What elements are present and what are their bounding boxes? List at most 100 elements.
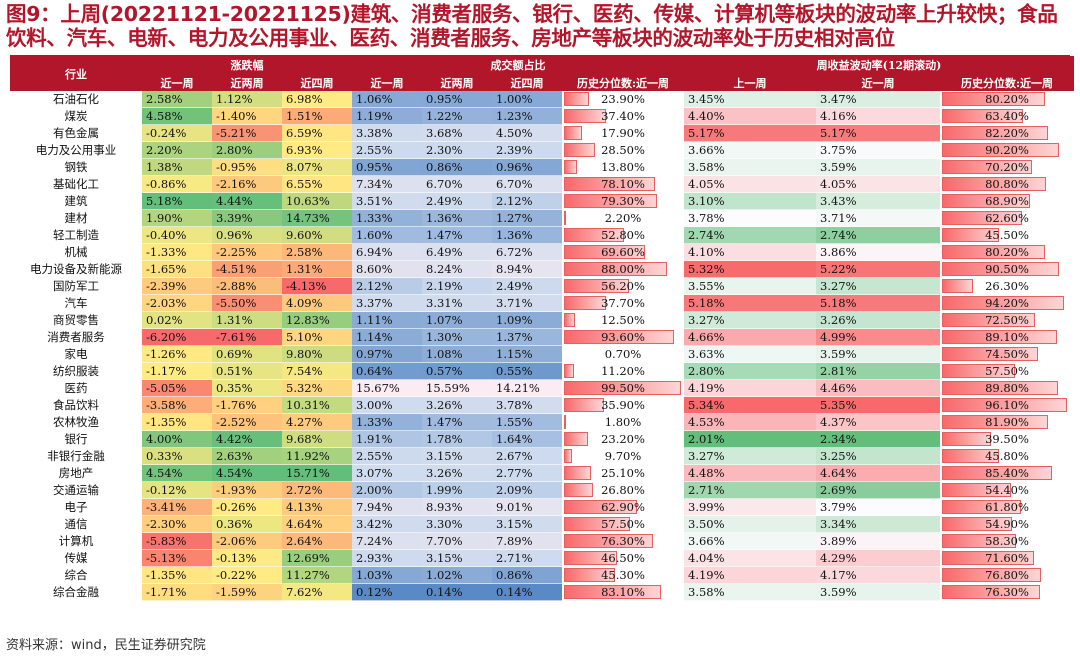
- cell-r4: 12.69%: [282, 549, 352, 568]
- percentile-value: 90.50%: [985, 262, 1029, 277]
- cell-t2: 2.49%: [422, 192, 492, 211]
- percentile-bar: [942, 398, 1067, 413]
- cell-t4: 2.39%: [492, 141, 562, 160]
- cell-t2: 3.15%: [422, 549, 492, 568]
- percentile-value: 17.90%: [601, 126, 645, 141]
- cell-v1: 4.37%: [816, 413, 940, 432]
- cell-t4: 1.36%: [492, 226, 562, 245]
- percentile-bar-cell: 83.10%: [562, 583, 684, 602]
- table-row: 传媒 -5.13% -0.13% 12.69% 2.93% 3.15% 2.71% 46.50…: [10, 549, 1075, 568]
- percentile-bar: [564, 126, 582, 141]
- cell-r4: 8.07%: [282, 158, 352, 177]
- table-row: 有色金属 -0.24% -5.21% 6.59% 3.38% 3.68% 4.50% 17.9…: [10, 124, 1075, 143]
- cell-r2: 1.12%: [212, 91, 282, 109]
- percentile-bar: [564, 279, 629, 294]
- percentile-value: 23.90%: [601, 92, 645, 106]
- cell-t4: 1.00%: [492, 91, 562, 109]
- cell-r4: 6.98%: [282, 91, 352, 109]
- percentile-bar-cell: 57.50%: [940, 362, 1075, 381]
- percentile-value: 26.30%: [985, 279, 1029, 294]
- industry-name: 计算机: [10, 532, 142, 551]
- cell-t2: 1.99%: [422, 481, 492, 500]
- percentile-bar: [942, 109, 1023, 124]
- cell-vp: 3.63%: [684, 345, 816, 364]
- cell-t4: 2.77%: [492, 464, 562, 483]
- cell-v1: 5.18%: [816, 294, 940, 313]
- cell-t4: 1.09%: [492, 311, 562, 330]
- percentile-bar: [564, 568, 616, 583]
- cell-t2: 0.57%: [422, 362, 492, 381]
- table-row: 医药 -5.05% 0.35% 5.32% 15.67% 15.59% 14.21% 99.5…: [10, 379, 1075, 398]
- cell-v1: 3.59%: [816, 158, 940, 177]
- cell-t2: 0.95%: [422, 91, 492, 109]
- percentile-bar-cell: 80.20%: [940, 91, 1075, 109]
- percentile-value: 25.10%: [601, 466, 645, 481]
- industry-name: 石油石化: [10, 91, 142, 109]
- cell-r1: -1.35%: [142, 566, 212, 585]
- cell-t4: 7.89%: [492, 532, 562, 551]
- cell-vp: 5.32%: [684, 260, 816, 279]
- cell-v1: 3.26%: [816, 311, 940, 330]
- percentile-value: 71.60%: [985, 551, 1029, 566]
- header-rule: [10, 55, 1070, 56]
- percentile-value: 62.90%: [601, 500, 645, 515]
- cell-t4: 2.09%: [492, 481, 562, 500]
- percentile-bar-cell: 74.50%: [940, 345, 1075, 364]
- cell-r1: -1.17%: [142, 362, 212, 381]
- cell-v1: 3.59%: [816, 345, 940, 364]
- percentile-bar: [942, 177, 1047, 192]
- cell-r4: 6.59%: [282, 124, 352, 143]
- percentile-bar-cell: 45.30%: [562, 566, 684, 585]
- cell-v1: 2.74%: [816, 226, 940, 245]
- percentile-value: 56.20%: [601, 279, 645, 294]
- percentile-bar-cell: 26.30%: [940, 277, 1075, 296]
- cell-v1: 3.79%: [816, 498, 940, 517]
- table-row: 煤炭 4.58% -1.40% 1.51% 1.19% 1.22% 1.23% 37.40% 4…: [10, 107, 1075, 126]
- percentile-value: 76.80%: [985, 568, 1029, 583]
- percentile-bar: [564, 109, 606, 124]
- cell-t2: 2.19%: [422, 277, 492, 296]
- cell-r1: 0.33%: [142, 447, 212, 466]
- cell-t1: 6.94%: [352, 243, 422, 262]
- table-row: 机械 -1.33% -2.25% 2.58% 6.94% 6.49% 6.72% 69.60%…: [10, 243, 1075, 262]
- cell-r4: 6.55%: [282, 175, 352, 194]
- percentile-value: 76.30%: [601, 534, 645, 549]
- cell-r1: -1.35%: [142, 413, 212, 432]
- cell-r4: 4.09%: [282, 294, 352, 313]
- cell-v1: 3.75%: [816, 141, 940, 160]
- cell-r1: -2.03%: [142, 294, 212, 313]
- cell-r2: 3.39%: [212, 209, 282, 228]
- cell-t1: 1.33%: [352, 209, 422, 228]
- percentile-value: 78.10%: [601, 177, 645, 192]
- cell-t4: 9.01%: [492, 498, 562, 517]
- cell-v1: 4.64%: [816, 464, 940, 483]
- table-row: 房地产 4.54% 4.54% 15.71% 3.07% 3.26% 2.77% 25.10%…: [10, 464, 1075, 483]
- industry-name: 交通运输: [10, 481, 142, 500]
- cell-r1: 4.58%: [142, 107, 212, 126]
- percentile-bar-cell: 17.90%: [562, 124, 684, 143]
- cell-t1: 1.14%: [352, 328, 422, 347]
- percentile-bar: [564, 551, 617, 566]
- cell-r4: 2.58%: [282, 243, 352, 262]
- cell-vp: 5.18%: [684, 294, 816, 313]
- industry-name: 非银行金融: [10, 447, 142, 466]
- industry-name: 通信: [10, 515, 142, 534]
- industry-name: 银行: [10, 430, 142, 449]
- cell-t2: 3.26%: [422, 464, 492, 483]
- cell-r2: -0.95%: [212, 158, 282, 177]
- cell-r4: 6.93%: [282, 141, 352, 160]
- table-row: 建筑 5.18% 4.44% 10.63% 3.51% 2.49% 2.12% 79.30% 3…: [10, 192, 1075, 211]
- percentile-bar: [564, 143, 595, 158]
- percentile-bar-cell: 89.80%: [940, 379, 1075, 398]
- percentile-bar: [564, 211, 566, 226]
- return-group-header: 涨跌幅: [142, 56, 352, 74]
- cell-t4: 2.67%: [492, 447, 562, 466]
- percentile-value: 83.10%: [601, 585, 645, 600]
- cell-r1: -2.39%: [142, 277, 212, 296]
- cell-v1: 4.16%: [816, 107, 940, 126]
- subheader: 历史分位数:近一周: [940, 74, 1075, 91]
- industry-name: 食品饮料: [10, 396, 142, 415]
- percentile-value: 2.20%: [604, 211, 642, 226]
- percentile-bar: [564, 449, 572, 464]
- cell-t4: 1.55%: [492, 413, 562, 432]
